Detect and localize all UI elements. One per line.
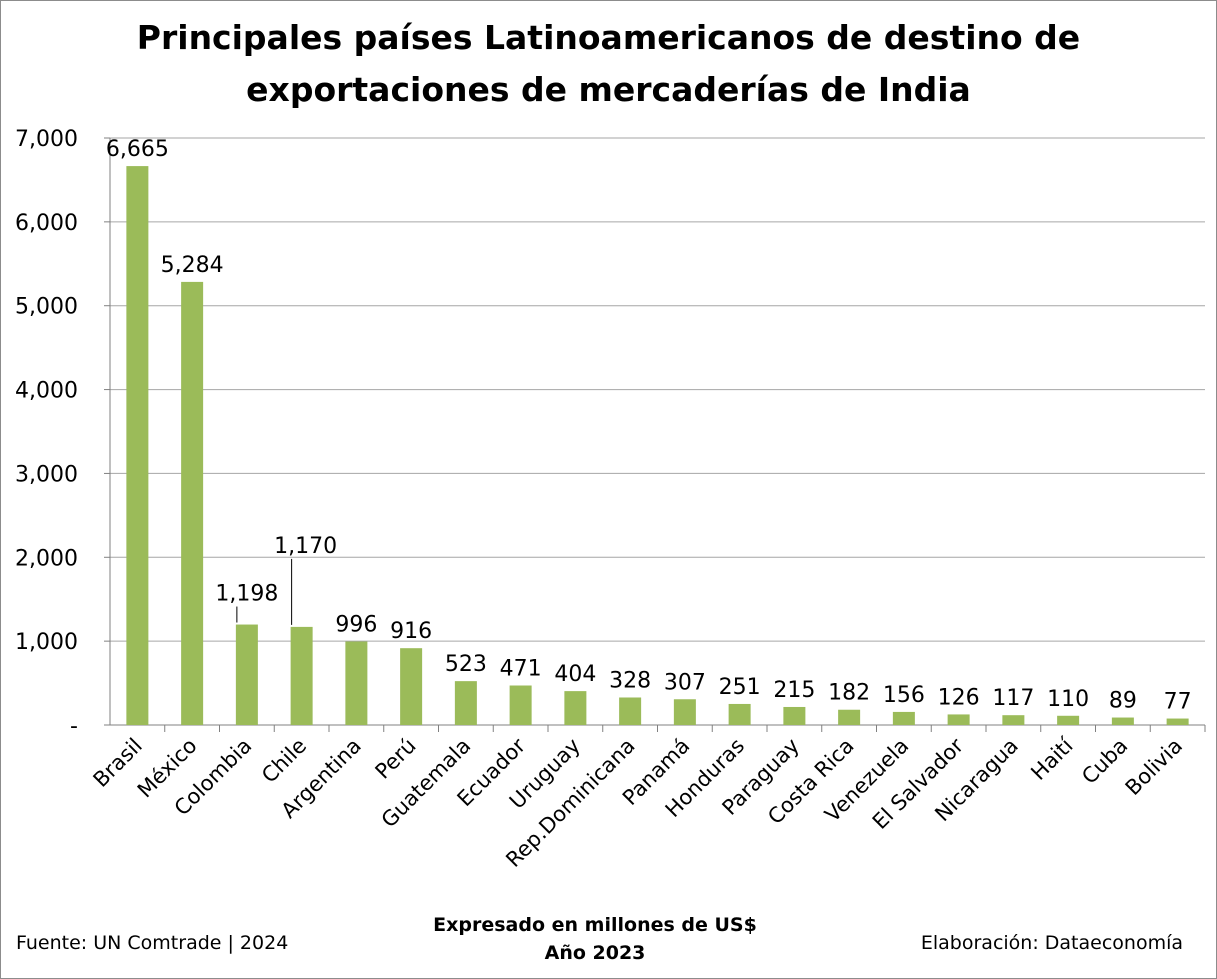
y-tick-label: 7,000 — [15, 127, 78, 152]
data-label-14: 156 — [883, 683, 925, 708]
bar-9 — [619, 697, 642, 725]
chart-subtitle: Expresado en millones de US$ Año 2023 — [395, 911, 795, 967]
data-label-11: 251 — [719, 675, 761, 700]
category-label-5: Perú — [371, 734, 421, 784]
bar-12 — [783, 706, 806, 725]
y-tick-label: 1,000 — [15, 630, 78, 655]
data-labels: 6,665 5,284 1,198 1,170 996 916 523 471 404 328 30… — [106, 137, 1192, 714]
bar-18 — [1111, 717, 1134, 725]
bar-13 — [838, 709, 861, 725]
y-tick-label: 3,000 — [15, 462, 78, 487]
category-label-19: Bolivia — [1121, 734, 1188, 801]
bar-15 — [947, 714, 970, 725]
data-label-2: 1,198 — [215, 582, 278, 607]
data-label-8: 404 — [554, 662, 596, 687]
data-label-6: 523 — [445, 652, 487, 677]
axes — [104, 137, 1206, 732]
data-label-17: 110 — [1047, 687, 1089, 712]
y-tick-label: 4,000 — [15, 379, 78, 404]
data-label-15: 126 — [938, 685, 980, 710]
data-label-3: 1,170 — [274, 534, 337, 559]
data-label-10: 307 — [664, 670, 706, 695]
data-label-12: 215 — [773, 678, 815, 703]
chart-title-line-1: Principales países Latinoamericanos de d… — [136, 18, 1081, 57]
chart-title-line-2: exportaciones de mercaderías de India — [246, 70, 971, 109]
subtitle-units: Expresado en millones de US$ — [433, 914, 757, 936]
y-axis-ticks: - 1,000 2,000 3,000 4,000 5,000 6,000 7,000 — [15, 127, 78, 739]
gridlines — [110, 137, 1205, 642]
bar-11 — [728, 703, 751, 725]
y-tick-label: - — [70, 714, 78, 739]
bar-3 — [290, 626, 313, 725]
data-label-0: 6,665 — [106, 137, 169, 162]
category-label-17: Haití — [1026, 733, 1078, 785]
data-label-7: 471 — [500, 657, 542, 682]
bar-7 — [509, 685, 532, 725]
bar-14 — [892, 711, 915, 725]
y-tick-label: 6,000 — [15, 211, 78, 236]
data-label-5: 916 — [390, 619, 432, 644]
bar-1 — [181, 281, 204, 725]
data-label-18: 89 — [1109, 689, 1137, 714]
bar-16 — [1002, 715, 1025, 725]
bar-8 — [564, 691, 587, 725]
data-label-13: 182 — [828, 681, 870, 706]
data-label-9: 328 — [609, 668, 651, 693]
y-tick-label: 2,000 — [15, 546, 78, 571]
source-note: Fuente: UN Comtrade | 2024 — [16, 932, 289, 954]
data-label-1: 5,284 — [161, 253, 224, 278]
bar-5 — [400, 648, 423, 725]
data-label-16: 117 — [992, 686, 1034, 711]
bar-4 — [345, 641, 368, 725]
bar-2 — [235, 624, 258, 725]
bar-10 — [673, 699, 696, 725]
chart-title: Principales países Latinoamericanos de d… — [0, 12, 1217, 116]
bar-17 — [1057, 715, 1080, 725]
data-label-19: 77 — [1164, 690, 1192, 715]
bar-19 — [1166, 718, 1189, 725]
bar-0 — [126, 166, 149, 725]
author-note: Elaboración: Dataeconomía — [920, 932, 1183, 954]
bar-6 — [454, 681, 477, 725]
subtitle-year: Año 2023 — [544, 942, 646, 964]
bars — [126, 166, 1189, 725]
data-label-4: 996 — [335, 612, 377, 637]
y-tick-label: 5,000 — [15, 295, 78, 320]
